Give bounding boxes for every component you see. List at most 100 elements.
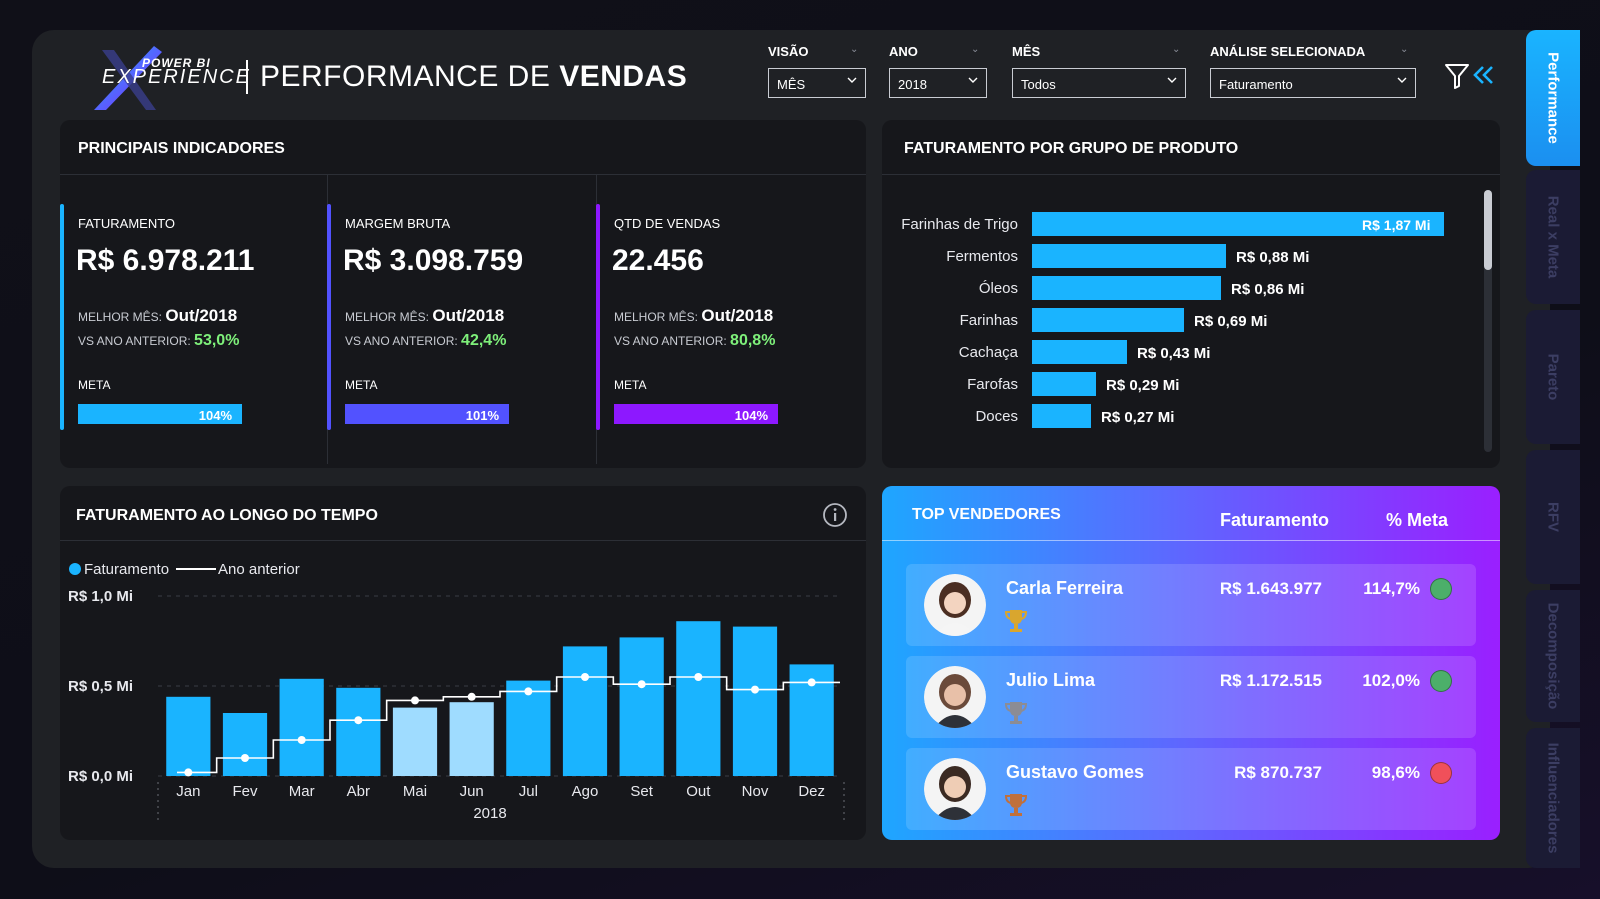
top-sellers-title: TOP VENDEDORES [912, 506, 1061, 523]
seller-name: Gustavo Gomes [1006, 762, 1145, 782]
seller-faturamento: R$ 870.737 [1234, 763, 1322, 782]
time-chart-panel [60, 486, 866, 840]
prev-year-point [184, 768, 193, 777]
seller-row[interactable] [906, 656, 1476, 738]
chevron-down-icon: ⌄ [1172, 44, 1181, 55]
prev-year-point [581, 673, 589, 681]
product-group-bar[interactable] [1032, 308, 1184, 332]
tab-rfv[interactable]: RFV [1526, 450, 1580, 584]
kpi-value: 22.456 [612, 244, 704, 277]
tab-influenciadores[interactable]: Influenciadores [1526, 728, 1580, 868]
product-group-value: R$ 0,43 Mi [1137, 345, 1211, 362]
x-tick-label: Nov [742, 783, 769, 800]
tab-real-x-meta[interactable]: Real x Meta [1526, 170, 1580, 304]
tab-label: Performance [1544, 52, 1562, 144]
product-group-label: Farinhas [959, 312, 1018, 329]
prev-year-point [467, 692, 476, 701]
prev-year-point [524, 687, 533, 696]
bar-set[interactable] [619, 637, 664, 776]
tab-decomposicao[interactable]: Decomposição [1526, 590, 1580, 722]
bar-jan[interactable] [166, 696, 211, 776]
bar-mar[interactable] [279, 678, 324, 776]
prev-year-point [297, 736, 306, 744]
legend-line-icon [176, 568, 216, 570]
seller-row[interactable] [906, 564, 1476, 646]
avatar [924, 666, 986, 728]
bar-out[interactable] [676, 621, 721, 776]
kpi-faturamento: FATURAMENTO R$ 6.978.211 MELHOR MÊS: Out… [60, 174, 322, 464]
logo-text-top: POWER BI [142, 56, 211, 70]
tab-pareto[interactable]: Pareto [1526, 310, 1580, 444]
kpi-meta-bar: 101% [345, 404, 509, 424]
legend-dot-icon [69, 563, 81, 575]
product-group-label: Farinhas de Trigo [901, 216, 1018, 233]
kpi-meta-label: META [345, 378, 378, 392]
filter-analise-dropdown[interactable]: Faturamento [1210, 68, 1416, 98]
x-axis-year-label: 2018 [473, 805, 506, 822]
bar-jul[interactable] [506, 680, 551, 776]
filter-ano-dropdown[interactable]: 2018 [889, 68, 987, 98]
kpi-label: QTD DE VENDAS [614, 216, 721, 231]
product-group-label: Farofas [967, 376, 1018, 393]
x-tick-label: Fev [232, 783, 258, 800]
seller-row[interactable] [906, 748, 1476, 830]
product-group-title: FATURAMENTO POR GRUPO DE PRODUTO [904, 140, 1239, 157]
filter-icon[interactable] [1444, 62, 1470, 90]
col-faturamento-header: Faturamento [1220, 510, 1330, 530]
x-tick-label: Mai [403, 783, 427, 800]
legend-ano-anterior: Ano anterior [218, 561, 300, 578]
kpi-vs-last-year: VS ANO ANTERIOR: 53,0% [78, 332, 240, 349]
product-group-bar[interactable] [1032, 372, 1096, 396]
product-group-bar[interactable] [1032, 404, 1091, 428]
seller-meta-pct: 98,6% [1371, 763, 1420, 782]
bar-abr[interactable] [336, 687, 381, 776]
tab-label: RFV [1544, 502, 1562, 532]
product-group-value: R$ 0,29 Mi [1106, 377, 1180, 394]
info-icon[interactable] [822, 502, 848, 528]
prev-year-point [694, 673, 703, 681]
status-indicator [1430, 670, 1452, 692]
bar-ago[interactable] [562, 646, 608, 776]
kpi-label: MARGEM BRUTA [345, 216, 451, 231]
filter-visao-dropdown[interactable]: MÊS [768, 68, 866, 98]
tab-label: Decomposição [1544, 602, 1562, 710]
product-group-bar[interactable] [1032, 276, 1221, 300]
filter-label: VISÃO [768, 44, 809, 59]
page-title: PERFORMANCE DE VENDAS [260, 60, 688, 93]
header-divider [246, 60, 248, 94]
prev-year-line [177, 676, 840, 774]
tab-label: Real x Meta [1544, 195, 1562, 279]
chevron-down-icon: ⌄ [850, 44, 859, 55]
kpi-meta-bar: 104% [614, 404, 778, 424]
product-group-bar[interactable] [1032, 340, 1127, 364]
trophy-icon [1004, 610, 1028, 632]
bar-mai[interactable] [392, 707, 438, 776]
product-group-bar[interactable] [1032, 212, 1444, 236]
x-tick-label: Jan [176, 783, 200, 800]
filter-mes-dropdown[interactable]: Todos [1012, 68, 1186, 98]
bar-fev[interactable] [222, 713, 268, 776]
scrollbar-thumb[interactable] [1484, 190, 1492, 270]
product-group-value: R$ 1,87 Mi [1362, 217, 1431, 233]
chevron-down-icon [1167, 77, 1177, 83]
kpi-meta-label: META [78, 378, 111, 392]
kpi-vs-last-year: VS ANO ANTERIOR: 42,4% [345, 332, 507, 349]
kpi-panel-title: PRINCIPAIS INDICADORES [78, 140, 285, 157]
product-group-value: R$ 0,69 Mi [1194, 313, 1268, 330]
bar-jun[interactable] [449, 702, 494, 776]
kpi-accent [327, 204, 331, 430]
product-group-bar[interactable] [1032, 244, 1226, 268]
double-chevron-left-icon[interactable] [1472, 64, 1496, 86]
x-tick-label: Jul [519, 783, 538, 800]
x-tick-label: Dez [798, 783, 825, 800]
product-group-label: Cachaça [958, 344, 1018, 361]
bar-nov[interactable] [732, 626, 778, 776]
kpi-best-month: MELHOR MÊS: Out/2018 [345, 306, 505, 325]
prev-year-point [241, 754, 249, 762]
seller-name: Julio Lima [1006, 670, 1096, 690]
time-chart: R$ 0,0 Mi R$ 0,5 Mi R$ 1,0 Mi Jan Fev Mar Abr M… [68, 588, 845, 824]
x-tick-label: Jun [460, 783, 484, 800]
tab-performance[interactable]: Performance [1526, 30, 1580, 166]
x-tick-label: Abr [347, 783, 370, 800]
col-meta-header: % Meta [1386, 510, 1449, 530]
